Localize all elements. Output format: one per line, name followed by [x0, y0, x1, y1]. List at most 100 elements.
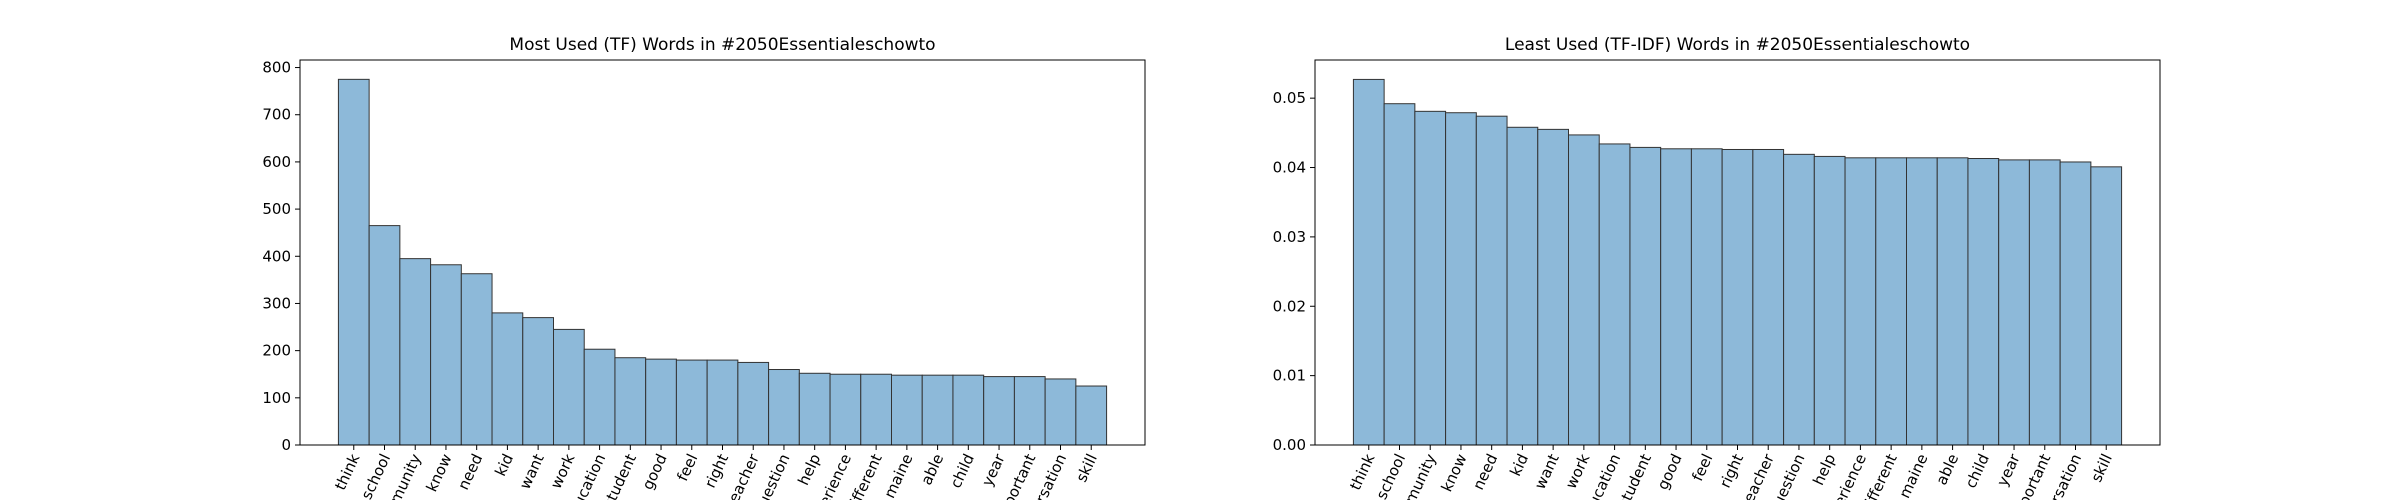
x-tick-label: think [331, 451, 363, 493]
bar [1752, 148, 1785, 446]
y-tick-label: 0.01 [1273, 367, 1306, 385]
bar [2059, 161, 2092, 446]
chart-title: Least Used (TF-IDF) Words in #2050Essent… [1505, 35, 1970, 55]
bar [1690, 148, 1723, 446]
bar [460, 273, 493, 446]
bar [1967, 158, 2000, 446]
bar [553, 328, 585, 446]
x-tick-label: able [917, 451, 947, 488]
chart: Most Used (TF) Words in #2050Essentiales… [262, 35, 1146, 500]
y-tick-label: 100 [262, 389, 291, 407]
bar [1013, 376, 1046, 446]
y-tick-label: 200 [262, 342, 291, 360]
y-tick-label: 500 [262, 200, 291, 218]
bar [1383, 103, 1416, 446]
y-tick-label: 400 [262, 247, 291, 265]
bar [891, 374, 923, 446]
bar [829, 373, 862, 446]
bar [583, 348, 616, 446]
bar [430, 264, 462, 446]
x-tick-label: good [639, 451, 671, 493]
bar [2028, 159, 2061, 446]
x-tick-label: help [794, 451, 824, 488]
x-tick-label: feel [673, 451, 701, 484]
x-tick-label: know [1438, 451, 1471, 495]
x-tick-label: right [701, 451, 732, 491]
y-tick-label: 300 [262, 294, 291, 312]
x-tick-label: right [1716, 451, 1747, 491]
chart: Least Used (TF-IDF) Words in #2050Essent… [1273, 35, 2161, 500]
x-tick-label: work [547, 451, 579, 492]
x-tick-label: think [1346, 451, 1378, 493]
y-tick-label: 700 [262, 106, 291, 124]
y-tick-label: 0.03 [1273, 228, 1306, 246]
axes-frame [299, 59, 1146, 446]
axes-frame [1314, 59, 2161, 446]
y-tick-label: 800 [262, 59, 291, 77]
y-tick-label: 0 [281, 436, 291, 454]
bar [1352, 78, 1385, 446]
bar [983, 376, 1015, 446]
bar [798, 372, 831, 446]
x-tick-label: child [1962, 451, 1993, 491]
x-tick-label: maine [1895, 451, 1931, 500]
bar [1506, 126, 1539, 446]
bar [1598, 143, 1631, 446]
bar [768, 369, 800, 446]
x-tick-label: skill [1072, 451, 1101, 485]
bar [1414, 110, 1447, 446]
bar [1998, 159, 2030, 446]
y-tick-label: 0.00 [1273, 436, 1306, 454]
x-tick-label: kid [491, 451, 517, 479]
x-tick-label: year [1993, 450, 2024, 489]
bar [491, 312, 524, 446]
x-tick-label: skill [2087, 451, 2116, 485]
bar [737, 361, 770, 446]
bar [1906, 157, 1938, 446]
bar [522, 317, 554, 446]
x-tick-label: good [1654, 451, 1686, 493]
bar [952, 374, 985, 446]
bar [1721, 148, 1754, 446]
bar [921, 374, 954, 446]
bar [2090, 166, 2123, 446]
y-tick-label: 0.04 [1273, 159, 1306, 177]
bar [614, 357, 647, 446]
bar [399, 258, 432, 446]
bar [1475, 115, 1508, 446]
y-tick-label: 0.02 [1273, 297, 1306, 315]
bar [1537, 128, 1569, 446]
bar [645, 358, 677, 446]
bar [1044, 378, 1077, 446]
chart-title: Most Used (TF) Words in #2050Essentiales… [509, 35, 935, 55]
bar [368, 225, 401, 446]
x-tick-label: maine [880, 451, 916, 500]
x-tick-label: feel [1688, 451, 1716, 484]
x-tick-label: help [1809, 451, 1839, 488]
x-tick-label: able [1932, 451, 1962, 488]
x-tick-label: need [1469, 451, 1501, 493]
bar [706, 359, 739, 446]
bar [1568, 134, 1600, 446]
bar [1875, 157, 1907, 446]
bar [1445, 112, 1477, 446]
x-tick-label: want [516, 451, 548, 492]
x-tick-label: kid [1506, 451, 1532, 479]
bar [1813, 155, 1846, 446]
x-tick-label: need [454, 451, 486, 493]
y-tick-label: 600 [262, 153, 291, 171]
bar [1629, 146, 1662, 446]
bar [860, 373, 892, 446]
bar [1660, 148, 1692, 446]
x-tick-label: know [423, 451, 456, 495]
x-tick-label: year [978, 450, 1009, 489]
bar [1936, 157, 1969, 446]
bar [337, 78, 370, 446]
bar [1783, 153, 1815, 446]
bar [1075, 385, 1108, 446]
x-tick-label: child [947, 451, 978, 491]
y-tick-label: 0.05 [1273, 89, 1306, 107]
bar [675, 359, 708, 446]
x-tick-label: work [1562, 451, 1594, 492]
